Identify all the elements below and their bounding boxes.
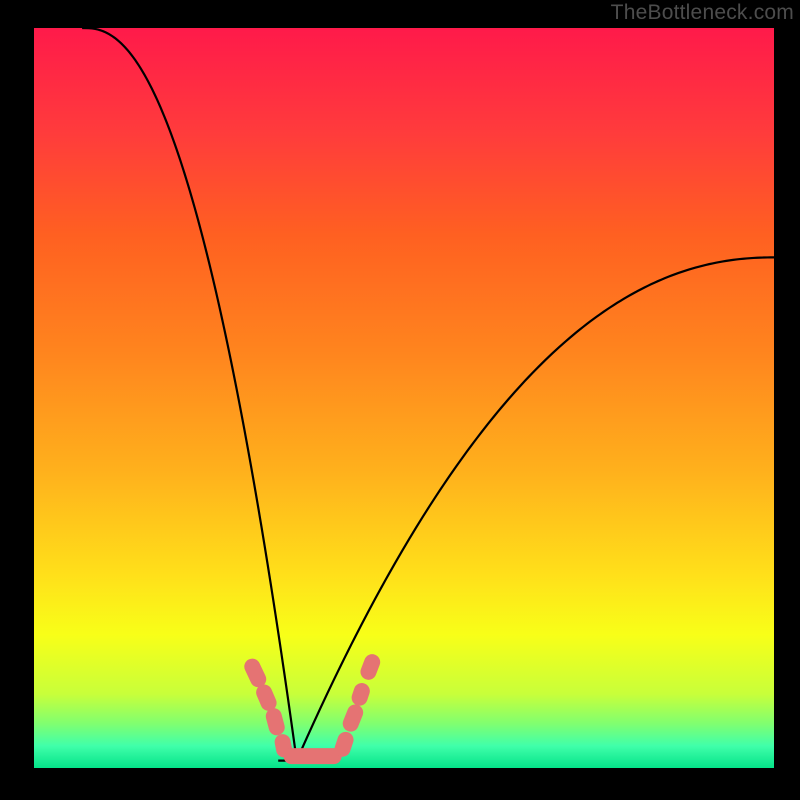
band-segment bbox=[283, 742, 284, 749]
band-group bbox=[252, 662, 372, 756]
band-segment bbox=[264, 693, 268, 703]
band-segment bbox=[351, 713, 355, 724]
chart-svg bbox=[0, 0, 800, 800]
band-segment bbox=[360, 691, 362, 698]
band-segment bbox=[274, 716, 277, 727]
band-segment bbox=[252, 667, 258, 680]
band-segment bbox=[343, 740, 346, 749]
curve-line bbox=[82, 28, 774, 761]
band-segment bbox=[368, 662, 372, 672]
